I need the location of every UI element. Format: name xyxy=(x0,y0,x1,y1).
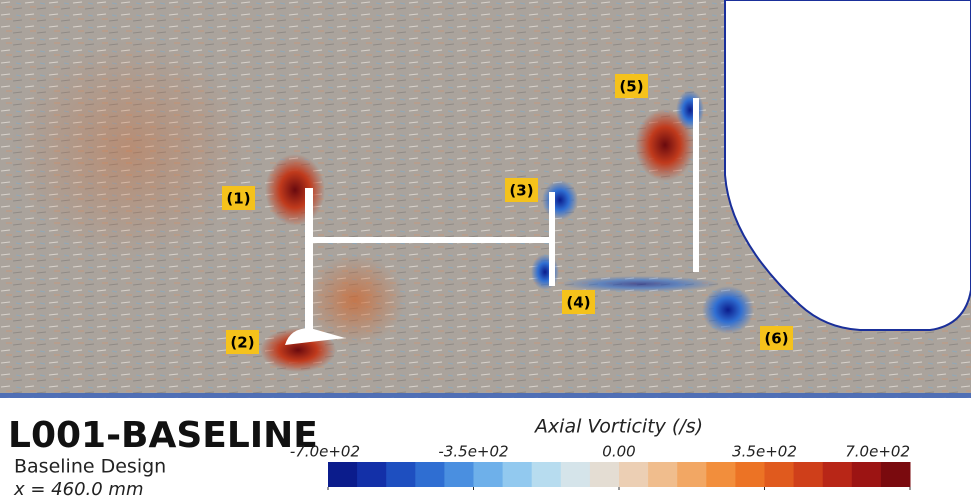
colorbar-band xyxy=(531,462,562,487)
colorbar-tick-label: 7.0e+02 xyxy=(845,443,910,461)
colorbar-tick-label: -7.0e+02 xyxy=(290,443,360,461)
colorbar-tick-label: -3.5e+02 xyxy=(438,443,508,461)
region-label: (1) xyxy=(226,190,250,208)
colorbar-band xyxy=(648,462,678,487)
colorbar-band xyxy=(706,462,736,487)
colorbar-band xyxy=(589,462,620,487)
colorbar-tick-label: 0.00 xyxy=(602,443,635,461)
label-box xyxy=(615,74,648,98)
title: L001-BASELINE xyxy=(8,415,318,456)
colorbar-band xyxy=(386,462,416,487)
region-label: (6) xyxy=(764,330,788,348)
label-box xyxy=(222,186,255,210)
colorbar-band xyxy=(677,462,707,487)
colorbar-band xyxy=(328,462,358,487)
colorbar-title: Axial Vorticity (/s) xyxy=(533,416,703,438)
colorbar-band xyxy=(822,462,853,487)
colorbar-band xyxy=(793,462,824,487)
colorbar-band xyxy=(502,462,533,487)
colorbar-band xyxy=(851,462,882,487)
colorbar-band xyxy=(415,462,445,487)
subtitle: Baseline Design xyxy=(14,456,166,478)
colorbar-band xyxy=(619,462,649,487)
colorbar-band xyxy=(357,462,387,487)
colorbar-band xyxy=(473,462,504,487)
colorbar-band xyxy=(444,462,474,487)
colorbar-band xyxy=(735,462,765,487)
region-label: (5) xyxy=(619,78,643,96)
colorbar-band xyxy=(560,462,591,487)
label-box xyxy=(562,290,595,314)
position: x = 460.0 mm xyxy=(13,479,144,500)
label-box xyxy=(226,330,259,354)
colorbar-tick-label: 3.5e+02 xyxy=(732,443,797,461)
label-box xyxy=(760,326,793,350)
flow-field xyxy=(0,0,971,398)
colorbar-band xyxy=(880,462,911,487)
region-label: (2) xyxy=(230,334,254,352)
region-label: (3) xyxy=(509,182,533,200)
colorbar-band xyxy=(764,462,795,487)
label-box xyxy=(505,178,538,202)
region-label: (4) xyxy=(566,294,590,312)
